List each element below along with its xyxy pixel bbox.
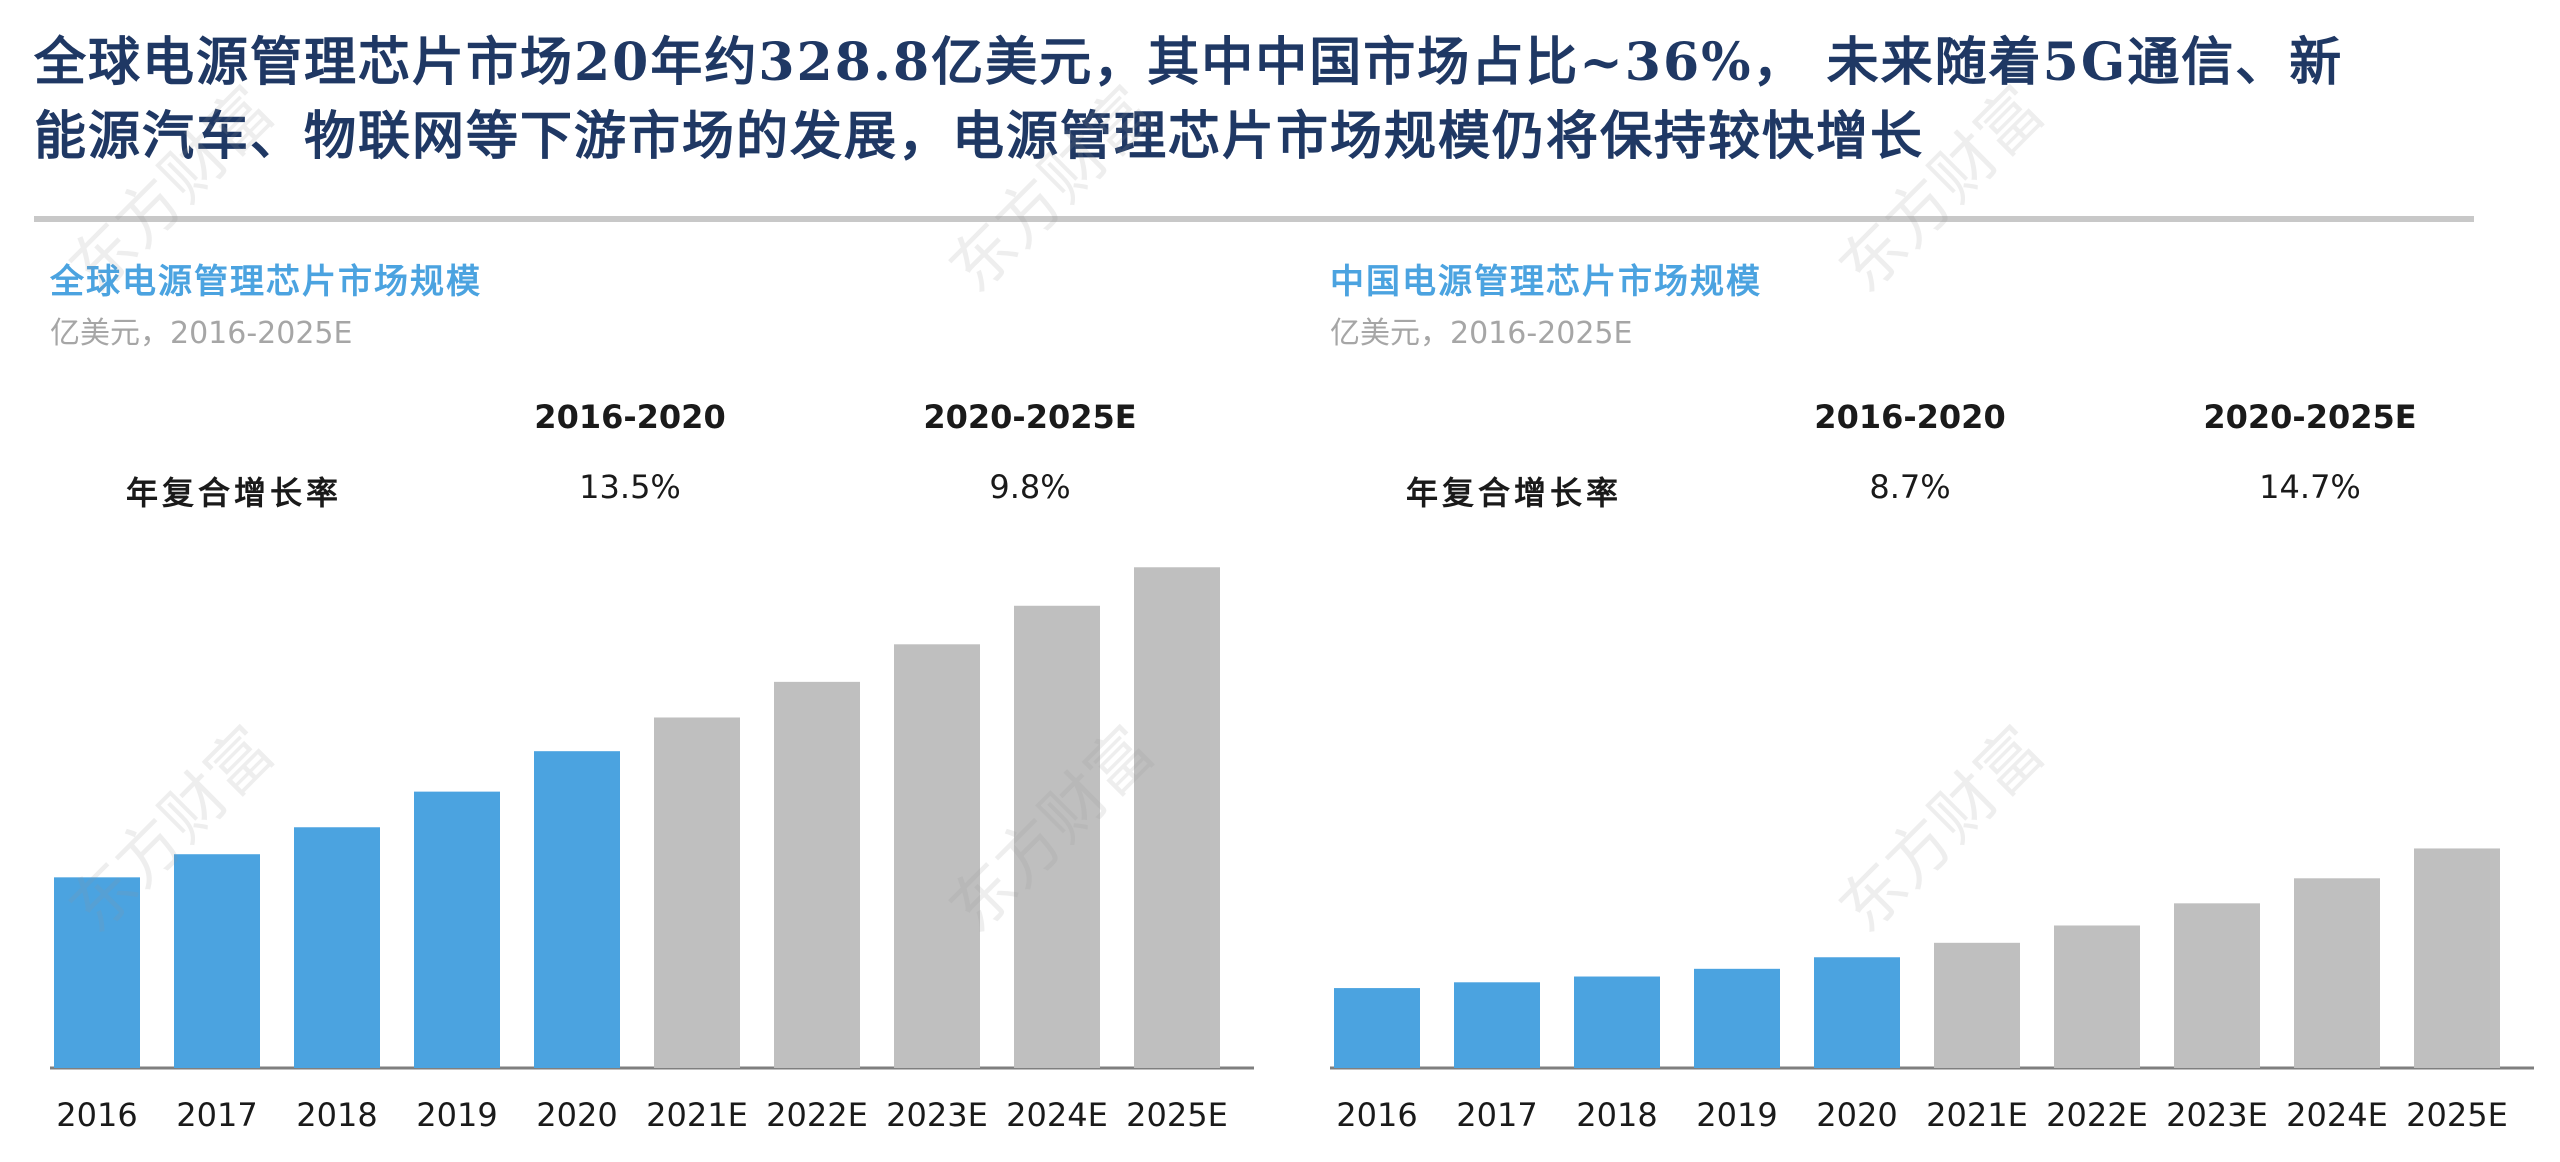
china-tick-label: 2017 — [1456, 1096, 1537, 1134]
global-tick-label: 2019 — [416, 1096, 497, 1134]
china-tick-label: 2019 — [1696, 1096, 1777, 1134]
china-bar-2019 — [1694, 968, 1780, 1068]
global-bar-2021E — [654, 717, 740, 1068]
global-tick-label: 2021E — [646, 1096, 748, 1134]
china-bar-2022E — [2054, 925, 2140, 1068]
china-bar-2023E — [2174, 903, 2260, 1068]
page-title-line-2: 能源汽车、物联网等下游市场的发展，电源管理芯片市场规模仍将保持较快增长 — [34, 106, 1925, 167]
china-chart-title: 中国电源管理芯片市场规模 — [1330, 262, 1762, 302]
global-bar-2022E — [774, 681, 860, 1068]
global-bar-2024E — [1014, 605, 1100, 1068]
page-title: 全球电源管理芯片市场20年约328.8亿美元，其中中国市场占比~36%， 未来随… — [34, 26, 2534, 174]
china-market-panel: 中国电源管理芯片市场规模 亿美元，2016-2025E 2016-2020 20… — [1330, 0, 2560, 1162]
global-bar-2018 — [294, 827, 380, 1068]
china-bar-2024E — [2294, 878, 2380, 1068]
global-tick-label: 2024E — [1006, 1096, 1108, 1134]
global-bar-2019 — [414, 791, 500, 1068]
china-bar-chart: 2016 2017 2018 2019 2020 2021E 2022E 2023E 2024E… — [1330, 848, 2534, 1134]
global-tick-label: 2022E — [766, 1096, 868, 1134]
china-cagr-row-label: 年复合增长率 — [1406, 474, 1623, 512]
global-bar-2025E — [1134, 567, 1220, 1068]
china-tick-label: 2016 — [1336, 1096, 1417, 1134]
global-tick-label: 2017 — [176, 1096, 257, 1134]
china-bar-2021E — [1934, 942, 2020, 1068]
china-cagr-value-1: 8.7% — [1869, 468, 1951, 506]
china-tick-label: 2025E — [2406, 1096, 2508, 1134]
china-bar-2025E — [2414, 848, 2500, 1068]
global-bar-2017 — [174, 854, 260, 1068]
global-bar-2016 — [54, 877, 140, 1068]
china-bar-2017 — [1454, 982, 1540, 1068]
china-bar-2020 — [1814, 957, 1900, 1068]
global-chart-unit: 亿美元，2016-2025E — [50, 316, 353, 351]
china-tick-label: 2018 — [1576, 1096, 1657, 1134]
global-chart-title: 全球电源管理芯片市场规模 — [50, 262, 482, 302]
global-cagr-header-2: 2020-2025E — [923, 398, 1137, 436]
global-cagr-value-1: 13.5% — [579, 468, 681, 506]
global-tick-label: 2020 — [536, 1096, 617, 1134]
china-chart-unit: 亿美元，2016-2025E — [1330, 316, 1633, 351]
title-divider — [34, 216, 2474, 222]
global-cagr-value-2: 9.8% — [989, 468, 1071, 506]
global-tick-label: 2025E — [1126, 1096, 1228, 1134]
global-cagr-row-label: 年复合增长率 — [126, 474, 343, 512]
china-tick-label: 2023E — [2166, 1096, 2268, 1134]
china-cagr-header-2: 2020-2025E — [2203, 398, 2417, 436]
china-cagr-value-2: 14.7% — [2259, 468, 2361, 506]
china-bar-2018 — [1574, 976, 1660, 1068]
china-cagr-header-1: 2016-2020 — [1814, 398, 2006, 436]
china-tick-label: 2024E — [2286, 1096, 2388, 1134]
global-tick-label: 2016 — [56, 1096, 137, 1134]
global-bar-2020 — [534, 751, 620, 1068]
global-tick-label: 2018 — [296, 1096, 377, 1134]
global-bar-2023E — [894, 644, 980, 1068]
global-bar-chart: 2016 2017 2018 2019 2020 2021E 2022E 2023E 2024E… — [50, 567, 1254, 1134]
global-cagr-header-1: 2016-2020 — [534, 398, 726, 436]
china-tick-label: 2020 — [1816, 1096, 1897, 1134]
page-title-line-1: 全球电源管理芯片市场20年约328.8亿美元，其中中国市场占比~36%， 未来随… — [34, 32, 2344, 93]
global-tick-label: 2023E — [886, 1096, 988, 1134]
china-bar-2016 — [1334, 988, 1420, 1068]
global-market-panel: 全球电源管理芯片市场规模 亿美元，2016-2025E 2016-2020 20… — [50, 0, 1290, 1162]
china-tick-label: 2021E — [1926, 1096, 2028, 1134]
china-tick-label: 2022E — [2046, 1096, 2148, 1134]
